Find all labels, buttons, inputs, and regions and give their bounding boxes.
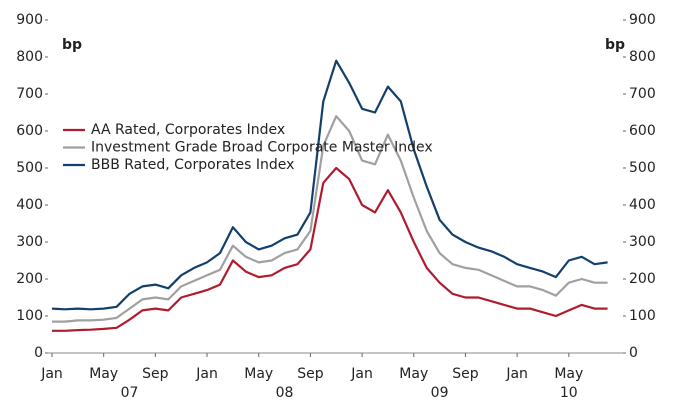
- line-series: [51, 59, 608, 311]
- y-tick-label: 900: [16, 12, 43, 28]
- x-tick-label: Jan: [40, 366, 63, 382]
- x-tick-label: Jan: [195, 366, 218, 382]
- y-tick-label: 200: [16, 271, 43, 287]
- x-tick-label: Jan: [505, 366, 528, 382]
- legend-label: AA Rated, Corporates Index: [91, 122, 285, 138]
- y-tick-label: 500: [16, 160, 43, 176]
- y-axis-label: bp: [62, 37, 82, 53]
- y2-tick-label: 900: [629, 12, 656, 28]
- y-tick-label: 600: [16, 123, 43, 139]
- y2-tick-label: 800: [629, 49, 656, 65]
- y-tick-label: 400: [16, 197, 43, 213]
- y2-axis-label: bp: [605, 37, 625, 53]
- y-tick-label: 0: [34, 345, 43, 361]
- year-label: 10: [560, 385, 578, 401]
- x-tick-label: Jan: [350, 366, 373, 382]
- x-tick-label: Sep: [297, 366, 324, 382]
- legend-label: BBB Rated, Corporates Index: [91, 157, 294, 173]
- x-tick-label: Sep: [142, 366, 169, 382]
- y2-tick-label: 300: [629, 234, 656, 250]
- x-tick-label: May: [89, 366, 118, 382]
- y-tick-label: 300: [16, 234, 43, 250]
- y2-tick-label: 400: [629, 197, 656, 213]
- x-tick-label: Sep: [452, 366, 479, 382]
- y2-tick-label: 500: [629, 160, 656, 176]
- y2-tick-label: 700: [629, 86, 656, 102]
- x-tick-label: May: [554, 366, 583, 382]
- y2-tick-label: 0: [629, 345, 638, 361]
- year-label: 09: [431, 385, 449, 401]
- line-series: [52, 166, 608, 332]
- x-tick-label: May: [399, 366, 428, 382]
- y2-tick-label: 600: [629, 123, 656, 139]
- y2-tick-label: 200: [629, 271, 656, 287]
- line-series: [52, 115, 608, 323]
- y2-tick-label: 100: [629, 308, 656, 324]
- legend-label: Investment Grade Broad Corporate Master …: [91, 140, 433, 156]
- y-tick-label: 800: [16, 49, 43, 65]
- year-label: 08: [276, 385, 294, 401]
- y-tick-label: 100: [16, 308, 43, 324]
- year-label: 07: [121, 385, 139, 401]
- y-tick-label: 700: [16, 86, 43, 102]
- x-tick-label: May: [244, 366, 273, 382]
